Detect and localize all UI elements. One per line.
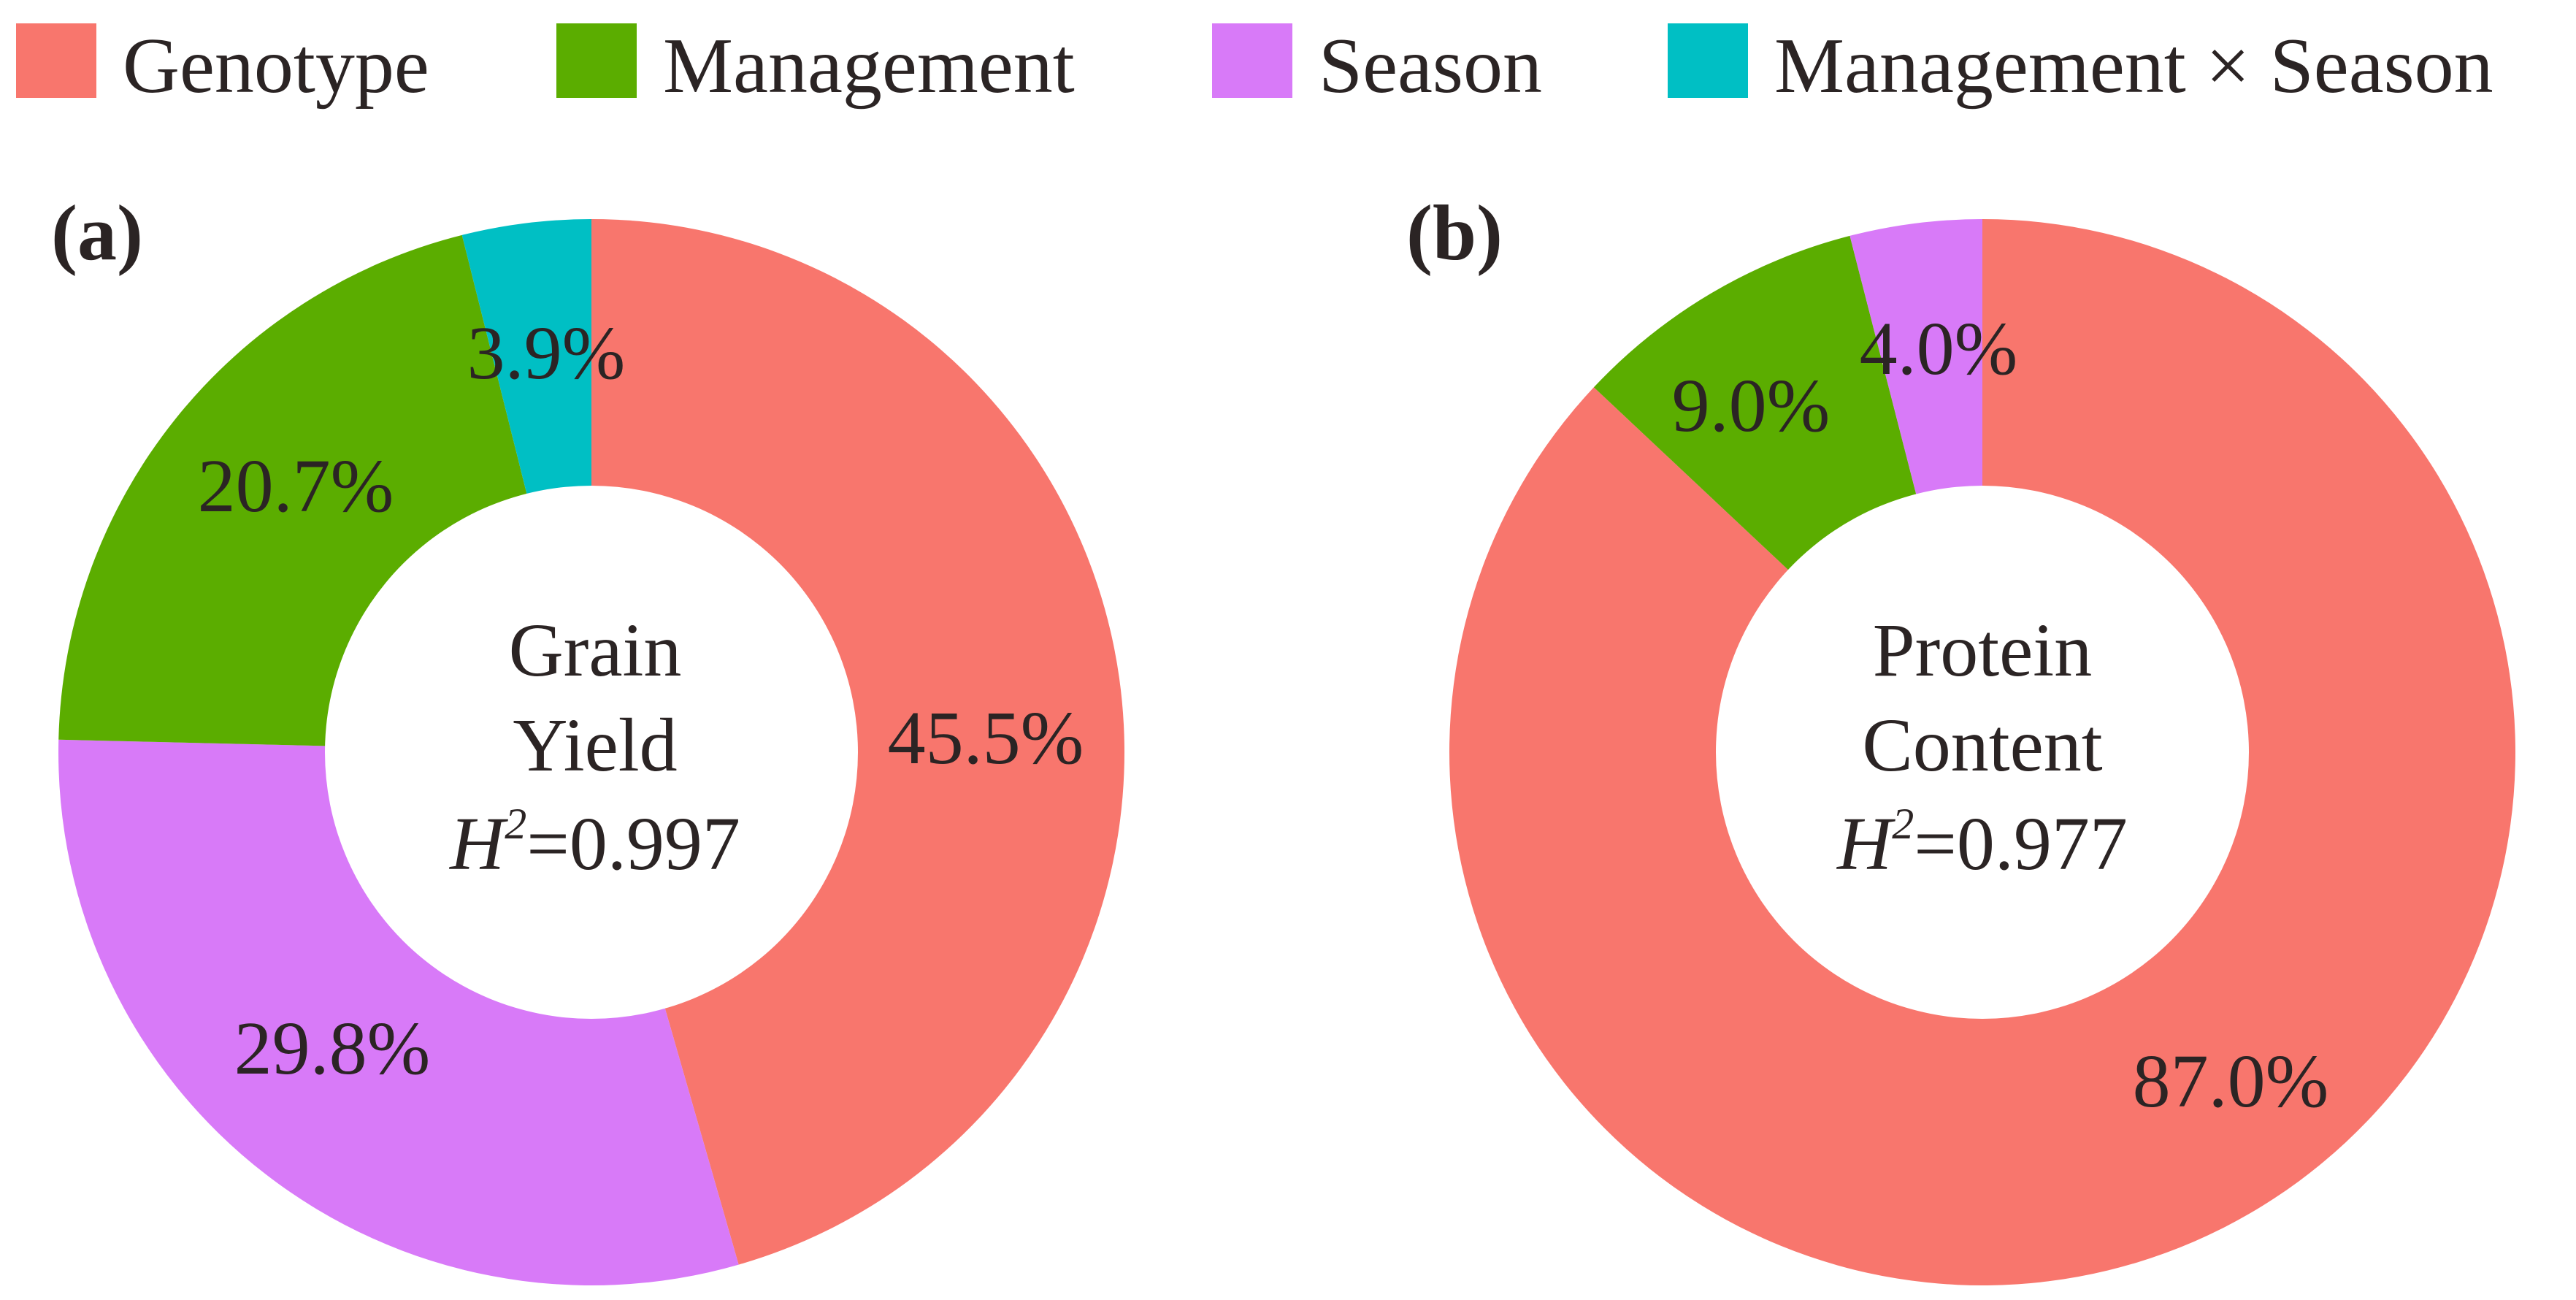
heritability-value-a: =0.997 bbox=[526, 802, 740, 886]
slice-label-season: 29.8% bbox=[234, 1006, 431, 1090]
legend-label-genotype: Genotype bbox=[123, 23, 429, 110]
center-line2-b: Content bbox=[1862, 703, 2102, 787]
center-line1-b: Protein bbox=[1873, 608, 2092, 692]
center-text-b: Protein Content H2=0.977 bbox=[1836, 608, 2128, 886]
slice-labels-b: 87.0% 9.0% 4.0% bbox=[1672, 307, 2329, 1123]
heritability-b: H2=0.977 bbox=[1836, 800, 2128, 886]
legend-item-management: Management bbox=[556, 23, 1075, 110]
heritability-a: H2=0.997 bbox=[448, 800, 740, 886]
slice-label-management-x-season: 3.9% bbox=[467, 311, 626, 395]
center-line2-a: Yield bbox=[513, 703, 677, 787]
panel-a-grain-yield: (a) 45.5% 29.8% 20.7% 3.9% Grain Yield H… bbox=[51, 190, 1125, 1285]
heritability-value-b: =0.977 bbox=[1914, 802, 2128, 886]
slice-label-season: 4.0% bbox=[1860, 307, 2018, 391]
center-line1-a: Grain bbox=[509, 608, 682, 692]
slice-labels-a: 45.5% 29.8% 20.7% 3.9% bbox=[198, 311, 1084, 1090]
legend-swatch-season bbox=[1212, 23, 1292, 98]
legend-label-management: Management bbox=[663, 23, 1075, 110]
legend-swatch-management bbox=[556, 23, 637, 98]
slice-label-management: 20.7% bbox=[198, 444, 394, 528]
slice-label-management: 9.0% bbox=[1672, 364, 1831, 448]
heritability-exponent-a: 2 bbox=[505, 800, 526, 848]
heritability-exponent-b: 2 bbox=[1892, 800, 1914, 848]
legend-item-management-x-season: Management × Season bbox=[1668, 23, 2493, 110]
legend-label-season: Season bbox=[1319, 23, 1542, 110]
legend-swatch-management-x-season bbox=[1668, 23, 1748, 98]
legend-swatch-genotype bbox=[16, 23, 96, 98]
legend-item-genotype: Genotype bbox=[16, 23, 429, 110]
panel-label-b: (b) bbox=[1406, 190, 1503, 277]
slice-label-genotype: 87.0% bbox=[2133, 1039, 2329, 1123]
center-text-a: Grain Yield H2=0.997 bbox=[448, 608, 740, 886]
donut-hole-b bbox=[1716, 486, 2249, 1019]
legend-label-management-x-season: Management × Season bbox=[1774, 23, 2493, 110]
panel-b-protein-content: (b) 87.0% 9.0% 4.0% Protein Content H2=0… bbox=[1406, 190, 2515, 1285]
slice-genotype bbox=[591, 219, 1125, 1265]
legend: Genotype Management Season Management × … bbox=[16, 23, 2493, 110]
legend-item-season: Season bbox=[1212, 23, 1542, 110]
heritability-symbol-a: H bbox=[448, 802, 508, 886]
donut-hole-a bbox=[325, 486, 858, 1019]
heritability-symbol-b: H bbox=[1836, 802, 1895, 886]
slice-label-genotype: 45.5% bbox=[888, 696, 1084, 780]
panel-label-a: (a) bbox=[51, 190, 143, 277]
